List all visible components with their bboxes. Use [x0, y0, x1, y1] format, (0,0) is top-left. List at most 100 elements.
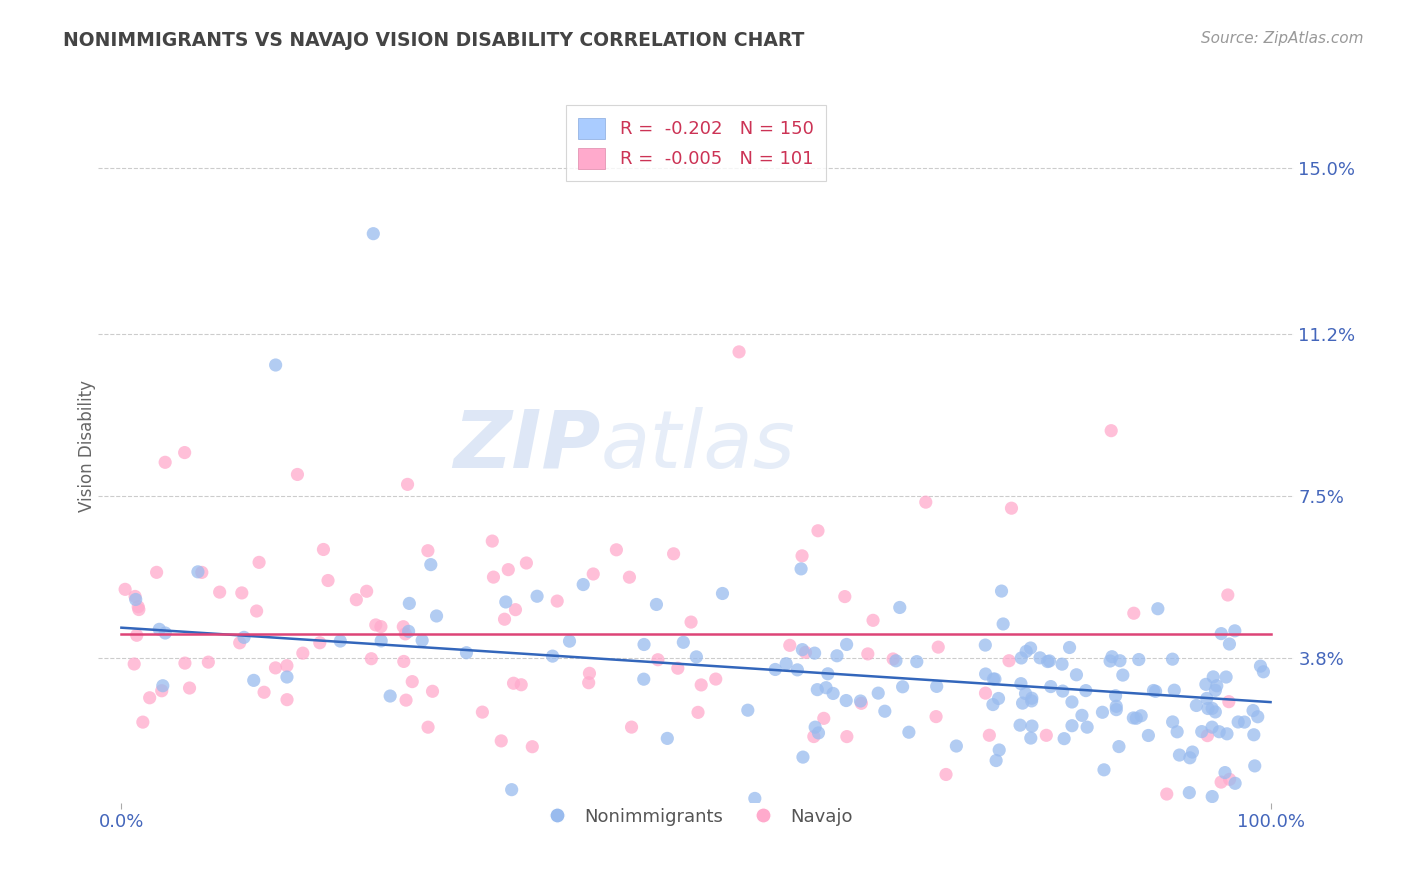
Point [378, 689, 401, 703]
Point [803, 646, 825, 660]
Point [197, 655, 219, 669]
Point [1060, 719, 1083, 733]
Point [1178, 751, 1201, 765]
Point [582, 566, 605, 581]
Point [419, 558, 441, 572]
Point [1105, 699, 1128, 714]
Point [685, 649, 707, 664]
Point [416, 543, 439, 558]
Point [790, 562, 813, 576]
Point [1014, 686, 1036, 700]
Point [815, 681, 838, 695]
Point [1019, 640, 1042, 655]
Point [1223, 624, 1246, 638]
Point [416, 720, 439, 734]
Point [1144, 684, 1167, 698]
Point [1227, 714, 1250, 729]
Point [1204, 705, 1226, 719]
Point [264, 358, 287, 372]
Point [974, 686, 997, 700]
Point [228, 636, 250, 650]
Point [1223, 776, 1246, 790]
Point [984, 754, 1007, 768]
Point [370, 633, 392, 648]
Point [984, 672, 1007, 686]
Point [1191, 724, 1213, 739]
Point [1205, 679, 1227, 693]
Point [1130, 708, 1153, 723]
Point [148, 623, 170, 637]
Point [1021, 719, 1043, 733]
Point [657, 731, 679, 746]
Y-axis label: Vision Disability: Vision Disability [79, 380, 96, 512]
Point [1247, 710, 1270, 724]
Point [619, 570, 641, 584]
Point [775, 657, 797, 671]
Point [914, 495, 936, 509]
Point [1128, 652, 1150, 666]
Point [308, 636, 330, 650]
Point [1108, 739, 1130, 754]
Point [806, 682, 828, 697]
Point [681, 615, 703, 629]
Point [686, 706, 709, 720]
Point [1021, 694, 1043, 708]
Point [1219, 772, 1241, 787]
Point [231, 586, 253, 600]
Point [138, 690, 160, 705]
Text: ZIP: ZIP [453, 407, 600, 485]
Point [155, 626, 177, 640]
Point [1201, 701, 1223, 715]
Point [1109, 654, 1132, 668]
Point [1091, 706, 1114, 720]
Legend: Nonimmigrants, Navajo: Nonimmigrants, Navajo [531, 801, 860, 833]
Point [1185, 698, 1208, 713]
Point [988, 743, 1011, 757]
Point [1036, 655, 1059, 669]
Point [666, 661, 689, 675]
Point [392, 655, 415, 669]
Point [981, 698, 1004, 712]
Point [578, 675, 600, 690]
Point [522, 739, 544, 754]
Point [124, 590, 146, 604]
Point [998, 654, 1021, 668]
Point [1010, 676, 1032, 690]
Point [482, 570, 505, 584]
Point [287, 467, 309, 482]
Point [645, 598, 668, 612]
Point [1035, 728, 1057, 742]
Point [1181, 745, 1204, 759]
Point [1241, 704, 1264, 718]
Point [456, 646, 478, 660]
Point [125, 628, 148, 642]
Point [316, 574, 339, 588]
Point [578, 666, 600, 681]
Point [856, 647, 879, 661]
Point [817, 666, 839, 681]
Point [672, 635, 695, 649]
Point [1249, 659, 1271, 673]
Point [987, 691, 1010, 706]
Point [1052, 684, 1074, 698]
Point [1211, 626, 1233, 640]
Point [974, 667, 997, 681]
Point [1142, 683, 1164, 698]
Point [153, 455, 176, 469]
Point [690, 678, 713, 692]
Point [360, 651, 382, 665]
Point [1213, 765, 1236, 780]
Point [1021, 691, 1043, 706]
Point [737, 703, 759, 717]
Point [187, 565, 209, 579]
Point [792, 750, 814, 764]
Point [541, 649, 564, 664]
Point [1202, 670, 1225, 684]
Point [647, 653, 669, 667]
Point [1168, 747, 1191, 762]
Point [1099, 654, 1122, 668]
Point [979, 728, 1001, 742]
Point [427, 805, 450, 819]
Point [1076, 720, 1098, 734]
Point [398, 596, 420, 610]
